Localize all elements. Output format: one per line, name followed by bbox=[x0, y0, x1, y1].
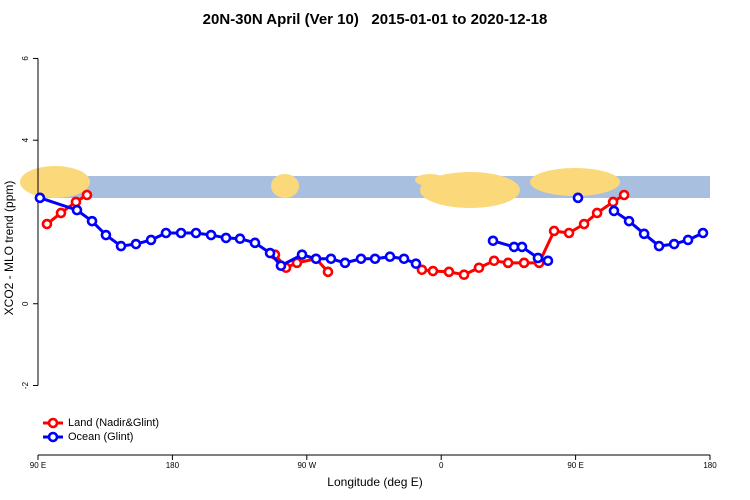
x-tick-label: 180 bbox=[703, 461, 717, 470]
map-band bbox=[20, 166, 710, 208]
point bbox=[591, 207, 603, 219]
point bbox=[325, 253, 337, 265]
legend-label: Ocean (Glint) bbox=[68, 431, 133, 443]
y-axis-title: XCO2 - MLO trend (ppm) bbox=[2, 181, 16, 316]
point bbox=[310, 253, 322, 265]
point bbox=[41, 218, 53, 230]
point bbox=[607, 196, 619, 208]
x-axis-title: Longitude (deg E) bbox=[327, 475, 422, 489]
point bbox=[249, 237, 261, 249]
point bbox=[487, 235, 499, 247]
point bbox=[618, 189, 630, 201]
point bbox=[488, 255, 500, 267]
point bbox=[55, 207, 67, 219]
point bbox=[608, 205, 620, 217]
legend-label: Land (Nadir&Glint) bbox=[68, 417, 159, 429]
point bbox=[682, 234, 694, 246]
y-tick-label: -2 bbox=[21, 381, 30, 389]
point bbox=[34, 192, 46, 204]
point bbox=[427, 265, 439, 277]
y-tick-label: 0 bbox=[21, 301, 30, 306]
point bbox=[264, 247, 276, 259]
point bbox=[70, 196, 82, 208]
point bbox=[355, 253, 367, 265]
point bbox=[190, 227, 202, 239]
point bbox=[115, 240, 127, 252]
x-tick-label: 90 E bbox=[30, 461, 46, 470]
point bbox=[638, 228, 650, 240]
x-tick-label: 90 W bbox=[297, 461, 316, 470]
point bbox=[502, 257, 514, 269]
point bbox=[81, 189, 93, 201]
x-tick-label: 180 bbox=[166, 461, 180, 470]
point bbox=[542, 255, 554, 267]
y-tick-label: 4 bbox=[21, 137, 30, 142]
point bbox=[130, 238, 142, 250]
x-tick-label: 90 E bbox=[567, 461, 583, 470]
point bbox=[548, 225, 560, 237]
point bbox=[668, 238, 680, 250]
point bbox=[275, 260, 287, 272]
point bbox=[384, 251, 396, 263]
point bbox=[623, 215, 635, 227]
point bbox=[234, 233, 246, 245]
point bbox=[175, 227, 187, 239]
point bbox=[398, 253, 410, 265]
x-tick-label: 0 bbox=[439, 461, 444, 470]
point bbox=[322, 266, 334, 278]
legend-marker bbox=[47, 431, 59, 443]
point bbox=[532, 252, 544, 264]
point bbox=[416, 264, 428, 276]
point bbox=[653, 240, 665, 252]
point bbox=[518, 257, 530, 269]
chart-title: 20N-30N April (Ver 10) 2015-01-01 to 202… bbox=[203, 11, 548, 28]
point bbox=[205, 229, 217, 241]
point bbox=[339, 257, 351, 269]
point bbox=[145, 234, 157, 246]
point bbox=[220, 232, 232, 244]
point bbox=[410, 258, 422, 269]
point bbox=[697, 227, 709, 239]
point bbox=[71, 204, 83, 216]
point bbox=[516, 241, 528, 253]
point bbox=[100, 229, 112, 241]
y-tick-label: 6 bbox=[21, 56, 30, 61]
point bbox=[443, 266, 455, 278]
point bbox=[296, 249, 308, 260]
legend-marker bbox=[47, 417, 59, 429]
point bbox=[86, 215, 98, 227]
point bbox=[160, 227, 172, 239]
point bbox=[473, 262, 485, 274]
point bbox=[369, 253, 381, 265]
point bbox=[572, 192, 584, 204]
point bbox=[563, 227, 575, 239]
point bbox=[458, 269, 470, 281]
point bbox=[578, 218, 590, 230]
